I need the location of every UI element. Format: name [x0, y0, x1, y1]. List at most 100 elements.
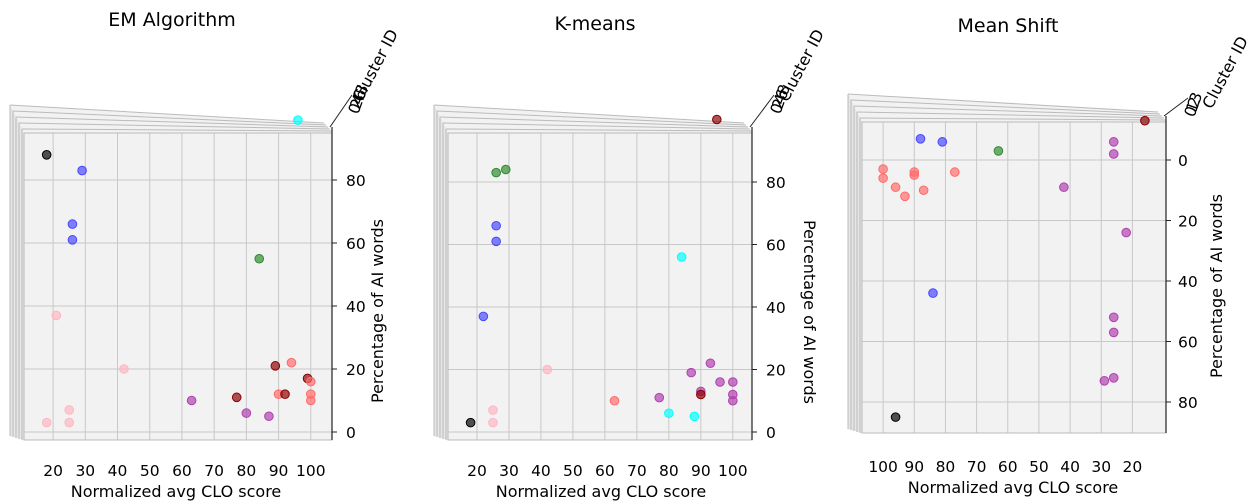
- x-tick-label: 100: [868, 458, 898, 476]
- data-point: [1108, 327, 1119, 338]
- x-tick-label: 60: [595, 462, 615, 480]
- data-point: [993, 146, 1004, 156]
- depth-edge: [21, 128, 333, 132]
- data-point: [664, 408, 674, 419]
- data-point: [77, 165, 87, 176]
- data-point: [928, 288, 938, 298]
- depth-edge: [853, 105, 1163, 117]
- chart-title: Mean Shift: [958, 15, 1059, 37]
- y-tick-label: 60: [766, 237, 786, 255]
- data-point: [1108, 137, 1119, 147]
- x-tick-label: 20: [1123, 458, 1143, 476]
- z-axis-label: Cluster ID: [1198, 33, 1251, 112]
- y-tick-label: 60: [346, 235, 366, 253]
- x-tick-label: 90: [904, 458, 924, 476]
- x-tick-label: 30: [1091, 458, 1111, 476]
- data-point: [918, 185, 929, 196]
- data-point: [728, 395, 738, 406]
- data-point: [186, 395, 197, 406]
- y-tick-label: 20: [766, 362, 786, 380]
- depth-edge: [856, 111, 1165, 119]
- data-point: [64, 417, 75, 428]
- y-tick-label: 20: [1178, 213, 1198, 231]
- x-tick-label: 60: [172, 462, 192, 480]
- x-tick-label: 70: [204, 462, 224, 480]
- x-tick-label: 80: [936, 458, 956, 476]
- data-point: [949, 167, 960, 177]
- depth-edge: [445, 128, 753, 132]
- x-tick-label: 70: [627, 462, 647, 480]
- x-tick-label: 90: [691, 462, 711, 480]
- data-point: [890, 412, 901, 422]
- y-tick-label: 80: [1178, 394, 1198, 412]
- data-point: [67, 219, 78, 229]
- depth-edge: [9, 104, 325, 124]
- data-point: [41, 417, 52, 428]
- data-point: [542, 364, 553, 375]
- depth-edge: [12, 110, 327, 126]
- x-tick-label: 40: [108, 462, 128, 480]
- data-point: [270, 361, 281, 371]
- depth-edge: [847, 93, 1159, 113]
- data-point: [689, 411, 700, 422]
- x-tick-label: 50: [140, 462, 160, 480]
- y-tick-label: 40: [766, 299, 786, 317]
- x-tick-label: 80: [236, 462, 256, 480]
- data-point: [705, 358, 716, 369]
- depth-edge: [850, 99, 1161, 115]
- data-point: [878, 173, 888, 183]
- x-tick-label: 50: [1029, 458, 1049, 476]
- data-point: [1121, 227, 1131, 238]
- data-point: [1140, 115, 1150, 126]
- x-axis-label: Normalized avg CLO score: [908, 478, 1119, 497]
- data-point: [119, 364, 129, 374]
- y-tick-label: 0: [766, 424, 776, 442]
- depth-edge: [859, 117, 1167, 121]
- y-tick-label: 0: [1178, 152, 1188, 170]
- data-point: [64, 405, 75, 415]
- data-point: [491, 236, 501, 247]
- y-tick-label: 80: [766, 174, 786, 192]
- x-tick-label: 20: [467, 462, 487, 480]
- data-point: [696, 389, 706, 400]
- x-tick-label: 100: [718, 462, 748, 480]
- z-axis-line: [329, 94, 353, 128]
- data-point: [67, 235, 78, 245]
- y-axis-label: Percentage of AI words: [368, 219, 387, 403]
- depth-edge: [442, 122, 751, 130]
- data-point: [293, 115, 303, 125]
- data-point: [676, 252, 687, 262]
- y-axis-label: Percentage of AI words: [1207, 194, 1226, 378]
- z-axis-line: [1163, 97, 1189, 117]
- data-point: [51, 310, 62, 321]
- data-point: [915, 134, 926, 144]
- x-tick-label: 30: [75, 462, 95, 480]
- depth-edge: [436, 110, 747, 126]
- data-point: [286, 357, 297, 368]
- data-point: [715, 377, 725, 387]
- x-tick-label: 60: [998, 458, 1018, 476]
- data-point: [609, 395, 620, 406]
- y-tick-label: 0: [346, 424, 356, 442]
- data-point: [488, 405, 498, 415]
- data-point: [41, 150, 52, 160]
- x-tick-label: 40: [1060, 458, 1080, 476]
- data-point: [1108, 373, 1119, 383]
- z-axis-label: Cluster ID: [774, 26, 828, 105]
- y-tick-label: 80: [346, 172, 366, 190]
- data-point: [488, 417, 498, 428]
- x-tick-label: 30: [499, 462, 519, 480]
- x-tick-label: 90: [269, 462, 289, 480]
- data-point: [878, 164, 888, 174]
- data-point: [1108, 312, 1119, 323]
- data-point: [890, 182, 901, 193]
- pane-background: [434, 105, 752, 440]
- data-point: [491, 220, 501, 231]
- x-tick-label: 20: [43, 462, 63, 480]
- chart-title: K-means: [554, 13, 635, 35]
- y-tick-label: 40: [346, 298, 366, 316]
